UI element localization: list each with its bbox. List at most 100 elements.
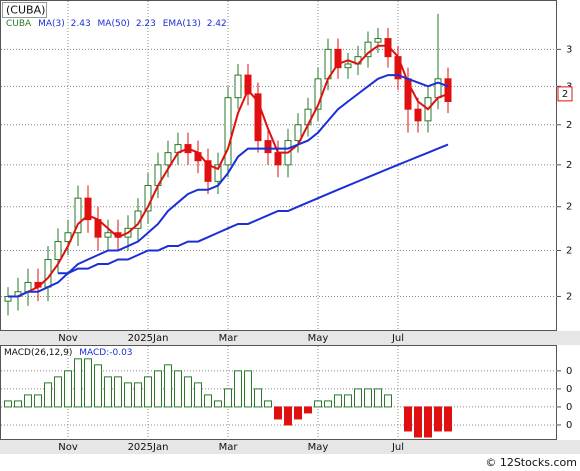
macd-bar — [324, 400, 332, 408]
macd-bar — [94, 364, 102, 408]
macd-bar — [234, 370, 242, 408]
macd-bar — [414, 406, 422, 438]
macd-bar — [144, 376, 152, 408]
y-tick-label: 2 — [566, 120, 572, 131]
candle-body — [244, 74, 252, 95]
y-tick-label: 0 — [566, 366, 572, 377]
legend-name: EMA(13) — [163, 19, 201, 29]
legend-name: MA(50) — [98, 19, 130, 29]
macd-bar — [284, 406, 292, 426]
candle-body — [234, 74, 242, 99]
candle-body — [374, 38, 382, 43]
candle-body — [84, 197, 92, 221]
macd-bar — [254, 388, 262, 408]
y-tick-label: 0 — [566, 384, 572, 395]
candle-body — [414, 108, 422, 122]
legend-name: MA(3) — [38, 19, 65, 29]
x-tick-label: Jul — [391, 442, 404, 453]
y-tick-label: 3 — [566, 44, 572, 55]
macd-bar — [124, 382, 132, 408]
candle-body — [224, 97, 232, 166]
x-tick-label: 2025Jan — [128, 333, 169, 344]
candle-body — [74, 197, 82, 234]
x-axis-band — [0, 440, 580, 454]
ma-line — [8, 44, 449, 298]
candle-body — [204, 160, 212, 182]
y-tick-label: 0 — [566, 402, 572, 413]
y-tick-label: 0 — [566, 420, 572, 431]
macd-bar — [274, 406, 282, 420]
candle-body — [164, 152, 172, 166]
legend-value: 2.43 — [71, 19, 91, 29]
candle-body — [214, 164, 222, 182]
macd-bar — [224, 388, 232, 408]
macd-bar — [54, 376, 62, 408]
macd-bar — [44, 382, 52, 408]
legend-value: 2.23 — [136, 19, 156, 29]
chart-title: (CUBA) — [6, 4, 45, 17]
macd-bar — [64, 370, 72, 408]
ticker: CUBA — [6, 19, 32, 29]
candle-body — [364, 41, 372, 58]
candle-body — [274, 152, 282, 166]
x-tick-label: 2025Jan — [128, 442, 169, 453]
macd-bar — [34, 394, 42, 408]
x-tick-label: Nov — [58, 333, 78, 344]
macd-bar — [24, 394, 32, 408]
macd-bar — [104, 376, 112, 408]
footer: © 12Stocks.com — [485, 456, 577, 469]
macd-panel — [0, 345, 557, 440]
legend-value: 2.42 — [207, 19, 227, 29]
y-tick-label: 2 — [566, 246, 572, 257]
candle-body — [314, 78, 322, 110]
macd-bar — [434, 406, 442, 432]
y-tick-label: 2 — [566, 202, 572, 213]
macd-bar — [364, 388, 372, 408]
macd-bar — [374, 388, 382, 408]
x-tick-label: Nov — [58, 442, 78, 453]
candle-body — [254, 93, 262, 142]
price-tag — [557, 86, 573, 102]
macd-bar — [444, 406, 452, 432]
x-tick-label: May — [308, 333, 329, 344]
candle-body — [334, 48, 342, 69]
macd-bar — [424, 406, 432, 438]
macd-bar — [134, 382, 142, 408]
macd-bar — [204, 394, 212, 408]
legend: CUBA MA(3) 2.43 MA(50) 2.23 EMA(13) 2.42 — [6, 19, 227, 29]
macd-bar — [344, 394, 352, 408]
macd-bar — [164, 364, 172, 408]
macd-subtitle: MACD:-0.03 — [79, 348, 132, 358]
macd-bar — [114, 376, 122, 408]
macd-legend: MACD(26,12,9) MACD:-0.03 — [4, 348, 133, 358]
ma-line — [8, 74, 449, 298]
candle-body — [294, 124, 302, 142]
y-tick-label: 2 — [566, 160, 572, 171]
candle-body — [344, 63, 352, 69]
x-tick-label: May — [308, 442, 329, 453]
x-tick-label: Mar — [219, 442, 239, 453]
macd-bar — [4, 400, 12, 408]
macd-bar — [184, 376, 192, 408]
macd-bar — [194, 382, 202, 408]
macd-bar — [84, 358, 92, 408]
macd-bar — [14, 400, 22, 408]
x-tick-label: Jul — [391, 333, 404, 344]
macd-bar — [294, 406, 302, 420]
ma-line — [58, 143, 449, 275]
candle-body — [264, 140, 272, 154]
candle-body — [104, 232, 112, 238]
macd-bar — [154, 370, 162, 408]
macd-bar — [244, 370, 252, 408]
price-tag-label: 2 — [562, 89, 568, 100]
macd-bar — [314, 400, 322, 408]
y-tick-label: 2 — [566, 291, 572, 302]
macd-title: MACD(26,12,9) — [4, 348, 72, 358]
macd-bar — [354, 388, 362, 408]
title-box — [2, 2, 47, 18]
x-axis-band — [0, 331, 580, 345]
candle-body — [444, 78, 452, 103]
macd-bar — [214, 400, 222, 408]
macd-bar — [404, 406, 412, 432]
